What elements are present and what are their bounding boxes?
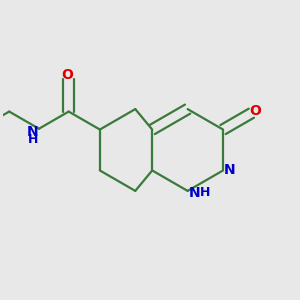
Text: H: H	[200, 186, 210, 199]
Text: N: N	[188, 185, 200, 200]
Text: N: N	[224, 164, 236, 177]
Text: N: N	[27, 125, 39, 139]
Text: H: H	[28, 133, 38, 146]
Text: O: O	[61, 68, 73, 82]
Text: O: O	[249, 103, 261, 118]
